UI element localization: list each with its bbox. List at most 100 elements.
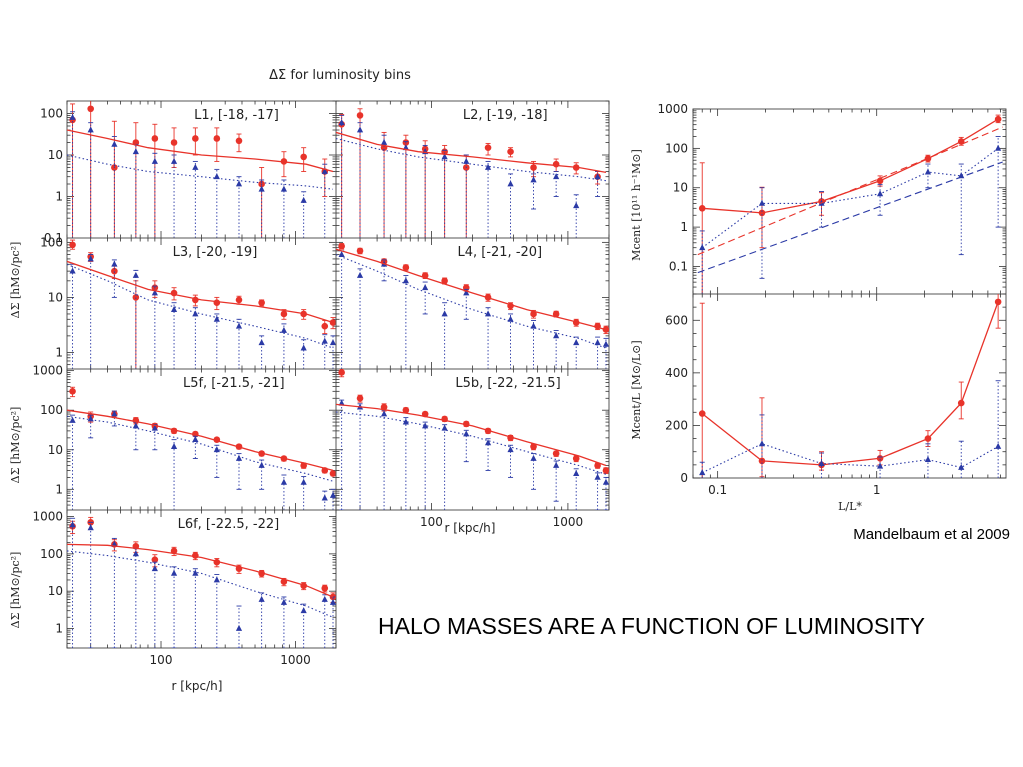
data-point-triangle [995,442,1002,449]
panel-frame [692,108,1007,295]
data-point-triangle [132,271,139,278]
panel-plot [67,386,336,510]
y-tick-label: 10 [48,148,63,162]
data-point-triangle [280,478,288,485]
luminosity-bins-figure: ΔΣ for luminosity bins ΔΣ [hM⊙/pc²] ΔΣ [… [9,68,610,693]
data-point-triangle [422,284,429,291]
data-point-circle [235,137,243,145]
y-tick-label: 0.1 [44,231,63,245]
chart-panel-8: 0 200 400 600 0.1 1 [665,293,1007,497]
data-point-triangle [329,598,336,605]
data-point-triangle [192,569,199,576]
x-tick-label: 1000 [280,653,311,667]
panel-plot [698,294,1002,478]
y-tick-label: 1000 [32,364,63,378]
data-point-circle [552,160,560,168]
panel-frame [692,293,1007,479]
left-figure-title: ΔΣ for luminosity bins [269,68,411,83]
series-line-red-solid [67,409,334,472]
data-point-circle [338,369,345,376]
data-point-triangle [507,446,514,453]
data-point-triangle [530,454,537,461]
data-point-triangle [151,157,158,164]
y-tick-label: 1 [55,482,63,496]
data-point-triangle [132,422,139,429]
data-point-circle [994,115,1002,123]
data-point-circle [87,105,94,113]
x-tick-label: 1000 [553,515,584,529]
data-point-circle [924,435,932,442]
data-point-circle [507,148,514,156]
data-point-circle [530,443,537,450]
left-xlabel-bottom: r [kpc/h] [172,679,223,693]
data-point-triangle [422,422,429,429]
data-point-circle [329,319,336,326]
data-point-triangle [758,199,766,206]
data-point-circle [69,241,76,249]
data-point-circle [192,552,199,559]
left-xlabel-right: r [kpc/h] [445,521,496,535]
data-point-circle [924,155,932,162]
data-point-triangle [111,140,118,147]
data-point-triangle [699,244,706,251]
data-point-circle [698,410,706,417]
data-point-triangle [258,339,265,346]
x-tick-label: 100 [150,653,173,667]
series-line-red-solid [67,260,334,324]
data-point-triangle [170,306,178,313]
y-tick-label: 100 [40,403,63,417]
data-point-triangle [87,126,94,133]
data-point-circle [994,298,1002,306]
series-line-red-solid [67,543,334,598]
panel-title: L1, [-18, -17] [194,108,279,123]
data-point-triangle [69,521,76,528]
y-tick-label: 200 [665,418,688,432]
data-point-triangle [402,277,409,284]
data-point-circle [758,209,766,217]
data-point-circle [552,310,560,318]
data-point-triangle [69,113,76,120]
panel-frame [335,100,610,239]
data-point-triangle [924,168,932,175]
data-point-triangle [699,469,706,476]
data-point-triangle [329,491,336,498]
data-point-circle [380,403,388,411]
data-point-triangle [258,595,265,602]
data-point-triangle [356,126,364,133]
data-point-triangle [213,173,220,180]
data-point-circle [235,296,243,304]
data-point-triangle [213,576,220,583]
y-tick-label: 0.1 [669,259,688,273]
panel-plot [336,369,609,510]
data-point-triangle [995,144,1002,151]
data-point-triangle [280,598,288,605]
data-point-triangle [594,173,601,180]
chart-panel-4: 1 10 100 1000 L5f, [-21.5, -21] [32,364,337,511]
data-point-triangle [170,157,178,164]
left-ylabel-l6: ΔΣ [hM⊙/pc²] [9,552,22,629]
panel-title: L4, [-21, -20] [457,245,542,260]
data-point-circle [356,394,364,402]
data-point-triangle [300,478,307,485]
y-tick-label: 1 [680,220,688,234]
panel-title: L6f, [-22.5, -22] [178,517,280,532]
panel-plot [67,516,336,648]
series-line-red-solid [336,131,607,174]
chart-panel-0: 0.1 1 10 100 L1, [-18, -17] [40,100,337,245]
data-point-triangle [602,478,609,485]
data-point-triangle [300,607,307,614]
data-point-triangle [876,190,884,197]
panel-title: L5b, [-22, -21.5] [455,376,560,391]
data-point-circle [170,139,178,146]
panel-plot [336,108,607,238]
series-line-red-solid [67,129,334,173]
data-point-triangle [602,340,609,347]
headline: HALO MASSES ARE A FUNCTION OF LUMINOSITY [378,613,925,639]
data-point-circle [213,299,221,307]
data-point-triangle [758,440,766,447]
data-point-circle [132,294,140,301]
data-point-circle [552,450,560,457]
data-point-triangle [463,430,470,437]
panel-plot [67,101,334,238]
